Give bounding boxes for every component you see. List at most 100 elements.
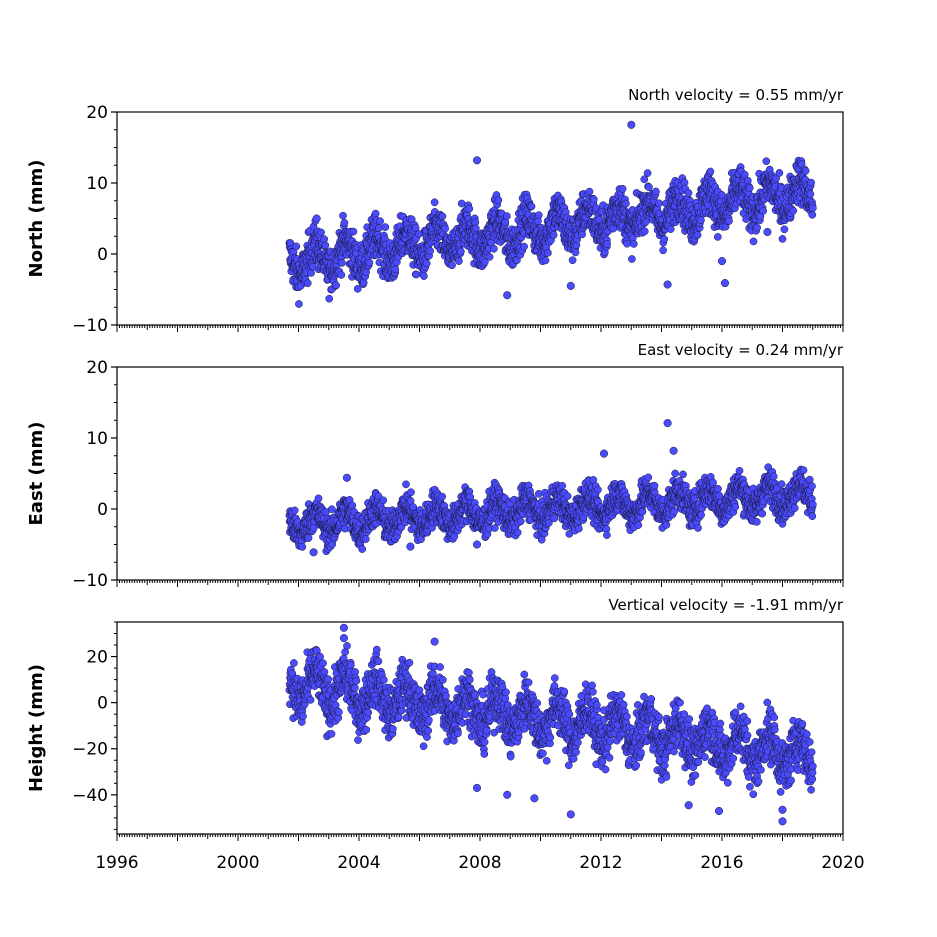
data-point [407,488,415,497]
outlier-point [627,120,636,129]
data-point [544,249,552,257]
data-point [643,169,652,177]
data-point [714,485,722,493]
data-point [652,187,660,196]
data-point [340,218,349,227]
data-point [713,233,722,241]
data-point [317,228,325,237]
data-point [638,507,647,516]
data-point [485,253,494,261]
data-point [655,199,663,208]
data-point [409,503,418,511]
data-point [516,517,525,526]
data-point [650,481,659,490]
data-point [778,235,787,243]
data-point [371,209,380,218]
data-point [541,256,550,265]
data-point [320,235,329,244]
data-point [790,504,799,512]
data-point [520,242,528,251]
data-point [349,227,358,236]
north-y-axis-label: North (mm) [26,160,47,278]
data-point [298,543,307,551]
data-point [353,284,362,293]
data-point [594,485,602,494]
data-point [808,500,817,509]
data-point [456,247,465,256]
data-point [735,466,744,475]
data-point [571,248,580,257]
data-point [527,202,536,211]
data-point [603,240,611,248]
data-point [563,492,572,500]
data-point [759,207,768,215]
y-axis: −10 0 10 20 [72,358,117,591]
outlier-point [566,281,575,290]
data-point [314,494,323,503]
data-point [725,217,733,225]
data-point [753,223,761,232]
data-point [441,224,449,233]
outlier-point [312,214,321,223]
data-point [513,528,522,537]
data-point [709,478,717,487]
data-point [381,223,390,231]
data-point [426,247,434,255]
y-tick-label: 0 [97,245,108,265]
data-point [629,240,638,248]
data-point [549,231,558,239]
y-tick-label: 10 [86,429,108,449]
data-point [808,512,817,521]
data-point [670,507,679,516]
data-point [303,279,312,288]
data-point [694,524,702,532]
data-point [568,256,577,265]
outlier-point [503,291,512,300]
outlier-point [342,473,351,482]
data-point [338,259,346,267]
data-point [679,470,687,479]
data-points [285,419,817,557]
data-point [806,190,815,198]
data-point [375,224,383,232]
data-point [589,195,598,204]
data-point [339,211,347,220]
data-point [457,199,466,208]
outlier-point [309,548,318,557]
north-panel-title: North velocity = 0.55 mm/yr [628,86,844,104]
east-panel-title: East velocity = 0.24 mm/yr [638,341,844,359]
data-point [758,509,767,518]
data-point [769,472,778,481]
data-point [693,231,702,239]
data-point [618,184,627,193]
outlier-point [663,280,672,289]
data-point [684,189,693,197]
outlier-point [669,446,678,455]
data-point [799,466,808,475]
data-point [321,241,330,250]
data-point [574,524,583,533]
data-point [731,503,740,511]
data-point [808,204,817,212]
data-point [644,473,653,482]
data-point [379,496,388,505]
data-point [348,501,357,510]
data-point [640,227,649,236]
data-point [376,217,384,226]
data-point [628,255,636,263]
data-point [706,167,715,176]
data-point [666,225,675,233]
data-point [807,178,815,187]
data-points [285,120,817,308]
data-point [622,199,630,208]
data-point [808,210,817,219]
data-point [455,257,463,265]
data-point [430,198,439,207]
data-point [325,294,334,303]
data-point [780,225,789,234]
outlier-point [763,227,772,237]
data-point [490,244,498,253]
y-tick-label: 20 [86,103,108,123]
data-point [337,271,346,279]
data-point [715,491,724,500]
